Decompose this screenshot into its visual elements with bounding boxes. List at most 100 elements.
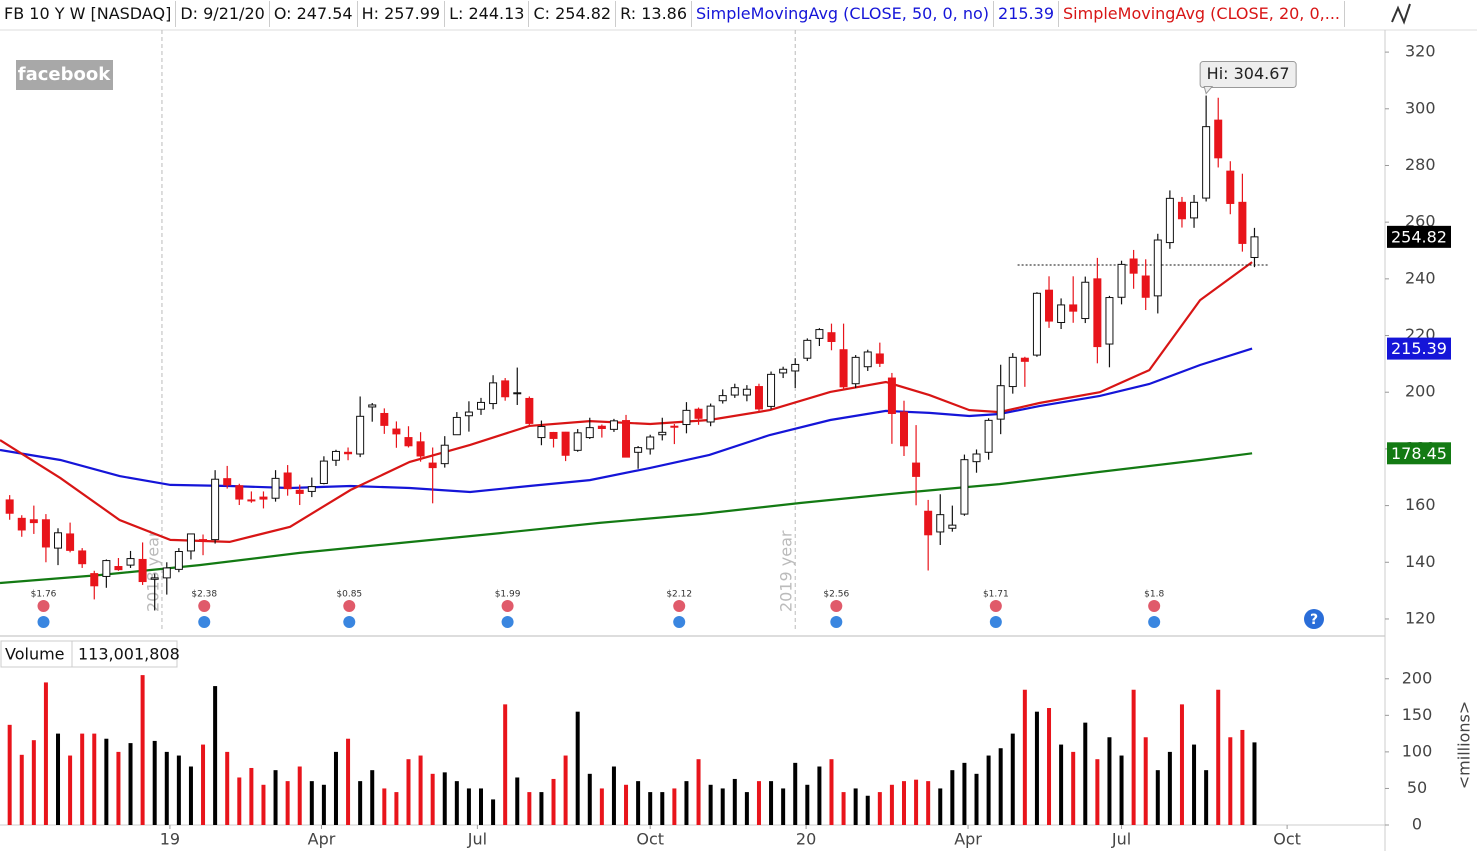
volume-bar <box>829 759 834 825</box>
candle-body <box>271 477 280 499</box>
candle-body <box>41 519 50 548</box>
event-icon <box>673 616 686 628</box>
high-label: Hi: 304.67 <box>1207 64 1290 83</box>
event-label: $2.38 <box>191 590 217 600</box>
volume-bar <box>116 751 121 825</box>
volume-bar <box>914 779 919 825</box>
price-box <box>1387 225 1451 248</box>
volume-bar <box>225 751 230 825</box>
candle-body <box>863 351 872 368</box>
candle-body <box>525 397 534 424</box>
candle-body <box>5 499 14 514</box>
candle-body <box>561 431 570 456</box>
candle-body <box>223 478 232 486</box>
candle-body <box>331 450 340 461</box>
volume-bar <box>1192 744 1197 825</box>
x-tick-label: 19 <box>160 830 180 849</box>
candle-body <box>779 368 788 374</box>
legend-entry: SimpleMovingAvg (CLOSE, 50, 0, no) <box>692 1 995 27</box>
candle-body <box>235 485 244 500</box>
volume-bar <box>164 751 169 825</box>
x-tick-label: Jul <box>467 830 487 849</box>
chart-icon[interactable] <box>1391 3 1411 25</box>
volume-bar <box>853 788 858 825</box>
candle-body <box>694 408 703 419</box>
event-icon <box>989 600 1002 612</box>
y-tick-label: 160 <box>1405 495 1436 514</box>
candle-body <box>1141 275 1150 298</box>
candle-body <box>1177 201 1186 220</box>
help-text[interactable]: ? <box>1310 612 1318 628</box>
candle-body <box>54 532 63 549</box>
volume-bar <box>382 788 387 825</box>
candle-body <box>815 329 824 339</box>
event-label: $1.99 <box>495 590 521 600</box>
volume-bar <box>865 795 870 825</box>
candle-body <box>791 363 800 372</box>
candle-body <box>404 437 413 447</box>
candle-body <box>102 560 111 577</box>
candle-body <box>948 524 957 529</box>
candle-body <box>682 409 691 426</box>
volume-bar <box>1216 689 1221 825</box>
x-tick-label: Jul <box>1111 830 1131 849</box>
volume-bar <box>624 784 629 825</box>
volume-bar <box>479 788 484 825</box>
volume-bar <box>249 767 254 825</box>
y-tick-label: 120 <box>1405 608 1436 627</box>
header-field: H: 257.99 <box>358 1 446 27</box>
candle-body <box>283 472 292 490</box>
volume-bar <box>418 755 423 825</box>
volume-bar <box>68 755 73 825</box>
candle-body <box>658 431 667 436</box>
candle-body <box>513 392 522 395</box>
candle-body <box>259 496 268 500</box>
price-box <box>1387 442 1451 465</box>
candle-body <box>634 447 643 453</box>
volume-bar <box>1228 737 1233 825</box>
legend-entry: SimpleMovingAvg (CLOSE, 20, 0,... <box>1059 1 1345 27</box>
volume-bar <box>394 792 399 825</box>
candle-body <box>960 459 969 515</box>
volume-bar <box>672 788 677 825</box>
volume-bar <box>31 740 36 825</box>
volume-bar <box>128 743 133 825</box>
x-tick-label: Oct <box>636 830 664 849</box>
volume-bar <box>732 778 737 825</box>
y-tick-label: 200 <box>1405 382 1436 401</box>
volume-bar <box>188 766 193 825</box>
candle-body <box>1020 357 1029 362</box>
volume-bar <box>889 784 894 825</box>
candle-body <box>1214 119 1223 159</box>
event-label: $2.56 <box>823 590 849 600</box>
candle-body <box>392 428 401 435</box>
volume-bar <box>962 762 967 825</box>
volume-bar <box>297 766 302 825</box>
event-icon <box>989 616 1002 628</box>
candle-body <box>464 411 473 417</box>
candle-body <box>295 489 304 494</box>
volume-bar <box>1167 751 1172 825</box>
candle-body <box>356 415 365 455</box>
candle-body <box>1093 278 1102 348</box>
candle-body <box>875 353 884 364</box>
volume-bar <box>333 751 338 825</box>
volume-bar <box>370 770 375 825</box>
event-icon <box>830 600 843 612</box>
volume-bar <box>1022 689 1027 825</box>
volume-bar <box>56 733 61 825</box>
candle-body <box>162 567 171 579</box>
volume-bar <box>1119 755 1124 825</box>
volume-bar <box>660 792 665 825</box>
volume-bar <box>805 784 810 825</box>
candle-body <box>452 416 461 436</box>
candle-body <box>972 453 981 463</box>
help-icon[interactable] <box>1304 609 1324 629</box>
high-label-pointer <box>1203 86 1214 95</box>
volume-bar <box>926 781 931 825</box>
volume-bar <box>563 755 568 825</box>
candle-body <box>767 373 776 407</box>
price-box-label: 254.82 <box>1391 227 1447 246</box>
candle-body <box>1190 201 1199 219</box>
